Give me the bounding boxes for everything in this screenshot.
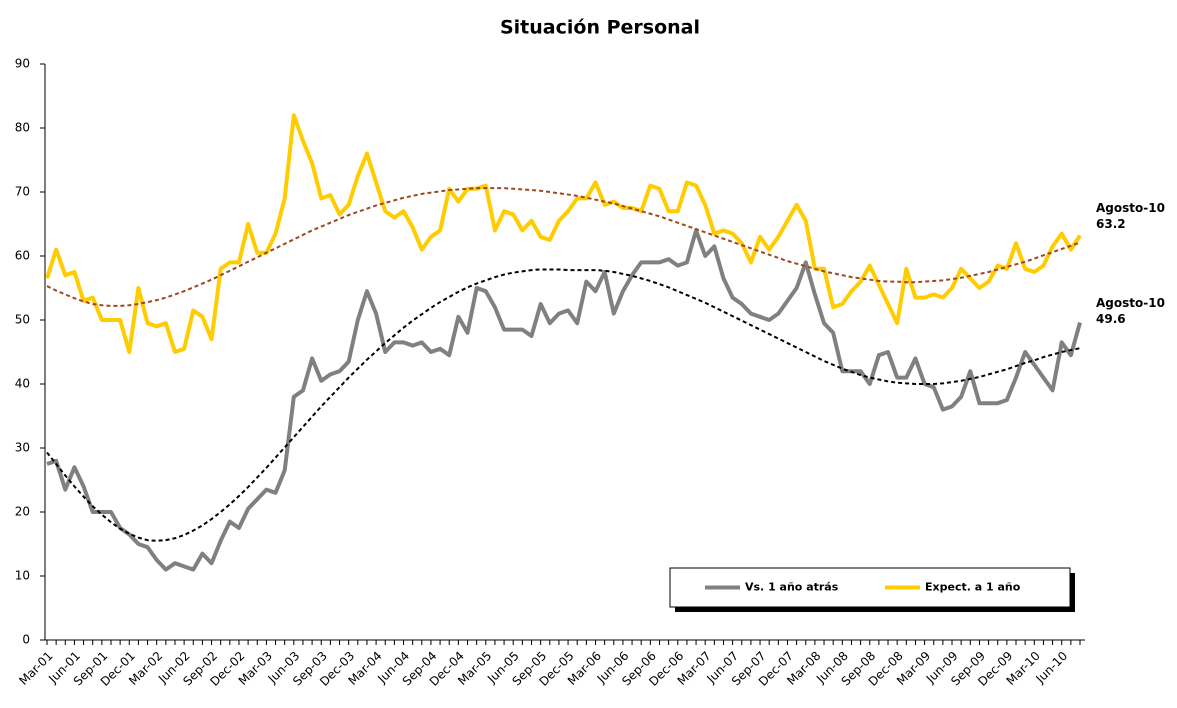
y-tick-label: 90 [15, 57, 30, 71]
y-tick-label: 70 [15, 185, 30, 199]
end-value-label: 63.2 [1096, 217, 1126, 231]
end-value-label: 49.6 [1096, 312, 1126, 326]
x-tick-label: Mar-01 [16, 649, 55, 688]
legend-label: Vs. 1 año atrás [745, 581, 839, 594]
y-tick-label: 30 [15, 441, 30, 455]
y-tick-label: 80 [15, 121, 30, 135]
trend-line [46, 268, 1081, 542]
end-label: Agosto-10 [1096, 201, 1165, 215]
y-tick-label: 20 [15, 505, 30, 519]
line [46, 228, 1082, 572]
chart-title: Situación Personal [500, 17, 700, 39]
y-tick-label: 50 [15, 313, 30, 327]
y-tick-label: 40 [15, 377, 30, 391]
end-label: Agosto-10 [1096, 296, 1165, 310]
y-tick-label: 0 [22, 633, 30, 647]
y-tick-label: 10 [15, 569, 30, 583]
trend-line [46, 187, 1081, 307]
y-tick-label: 60 [15, 249, 30, 263]
legend-label: Expect. a 1 año [925, 581, 1021, 594]
line [45, 113, 1082, 354]
